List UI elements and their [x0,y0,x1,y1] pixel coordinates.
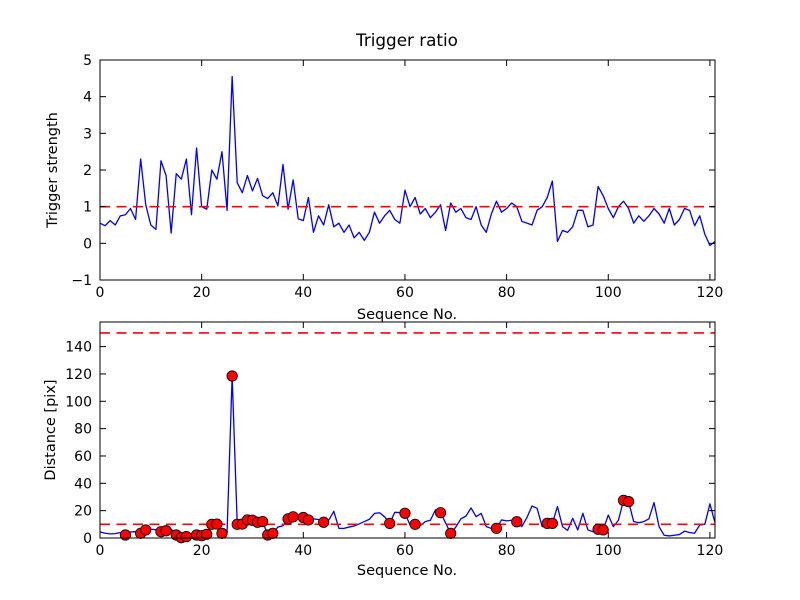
event-marker [384,517,396,529]
x-tick-label: 40 [294,285,312,301]
y-tick-label: 0 [83,531,92,547]
event-marker [445,527,457,539]
x-tick-label: 0 [96,543,105,559]
event-marker [180,531,193,543]
x-tick-label: 0 [96,285,105,301]
axes-frame [99,321,716,539]
event-marker [546,517,558,529]
axes-frame [99,59,716,281]
y-tick-label: 20 [74,504,92,520]
bottom-plot-xlabel: Sequence No. [357,563,457,579]
top-plot-xlabel: Sequence No. [357,307,457,323]
event-marker [119,529,132,541]
triggered-events [119,370,635,544]
event-marker [267,527,279,539]
x-tick-label: 20 [193,285,211,301]
event-marker [302,514,314,526]
event-marker [160,525,172,537]
event-marker [409,518,421,530]
y-tick-label: 5 [83,53,92,69]
y-tick-label: 60 [74,449,92,465]
event-marker [140,524,152,536]
bottom-plot-ylabel: Distance [pix] [43,379,59,480]
event-marker [257,515,269,528]
event-marker [434,507,447,519]
top-plot-ylabel: Trigger strength [45,112,61,229]
x-tick-label: 100 [595,543,622,559]
y-tick-label: 2 [83,163,92,179]
y-tick-label: −1 [71,273,92,289]
y-tick-label: 140 [65,340,92,356]
event-marker [597,524,609,536]
x-tick-label: 120 [697,543,724,559]
y-tick-label: 120 [65,367,92,383]
y-tick-label: 3 [83,126,92,142]
event-marker [211,518,223,530]
x-tick-label: 40 [294,543,312,559]
x-tick-label: 60 [396,543,414,559]
y-tick-label: 1 [83,200,92,216]
event-marker [226,370,238,382]
event-marker [622,496,635,508]
y-tick-label: 100 [65,394,92,410]
event-marker [216,527,228,539]
event-marker [490,522,503,534]
x-tick-label: 20 [193,543,211,559]
top-plot-title: Trigger ratio [355,30,458,50]
event-marker [399,507,411,519]
x-tick-label: 80 [498,285,516,301]
event-marker [287,511,299,523]
y-tick-label: 80 [74,422,92,438]
y-tick-label: 40 [74,476,92,492]
x-tick-label: 100 [595,285,622,301]
event-marker [318,516,330,528]
x-tick-label: 80 [498,543,516,559]
trigger-strength-line [99,75,716,247]
event-marker [511,516,523,528]
x-tick-label: 60 [396,285,414,301]
x-tick-label: 120 [697,285,724,301]
y-tick-label: 0 [83,236,92,252]
bottom-plot: 0 20 40 60 80 100 120 0 20 40 60 80 100 120 140 [65,321,724,559]
y-tick-label: 4 [83,90,92,106]
